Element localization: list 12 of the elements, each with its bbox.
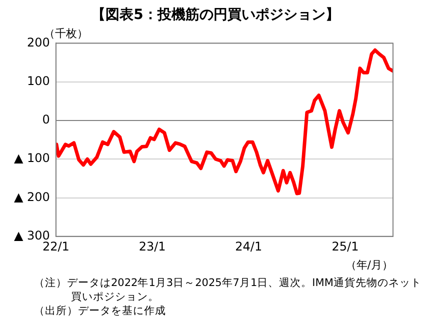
x-tick-label: 24/1 bbox=[235, 240, 262, 254]
y-tick-label: ▲ 100 bbox=[14, 151, 50, 166]
y-tick-label: 0 bbox=[42, 112, 50, 127]
text: （注）データは2022年1月3日～2025年7月1日、週次。IMM通貨先物のネット買いポジション。 bbox=[34, 276, 422, 304]
text: （出所）データを基に作成 bbox=[34, 304, 167, 318]
chart-title: 【図表5：投機筋の円買いポジション】 bbox=[90, 6, 340, 24]
x-tick-label: 23/1 bbox=[138, 240, 166, 254]
y-tick-label: 100 bbox=[27, 74, 50, 88]
y-tick-label: ▲ 200 bbox=[14, 190, 50, 204]
x-axis-title: （年/月） bbox=[345, 258, 393, 272]
x-tick-label: 25/1 bbox=[332, 240, 359, 254]
y-tick-label: 200 bbox=[27, 35, 50, 50]
